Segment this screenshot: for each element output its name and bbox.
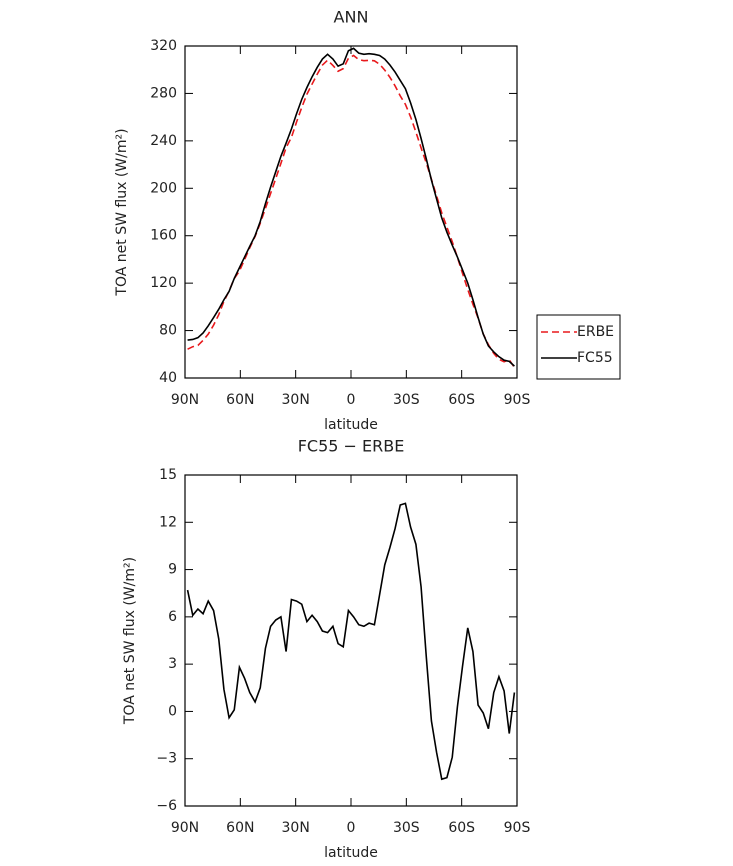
x-tick-label: 0 (347, 820, 356, 836)
legend-label: ERBE (577, 324, 614, 340)
y-tick-label: 280 (150, 85, 177, 101)
y-tick-label: 15 (159, 467, 177, 483)
y-tick-label: 3 (168, 656, 177, 672)
x-tick-label: 30N (282, 820, 310, 836)
chart-title: FC55 − ERBE (298, 437, 405, 456)
y-axis-label: TOA net SW flux (W/m²) (122, 557, 138, 725)
x-tick-label: 60N (226, 392, 254, 408)
plot-frame (184, 474, 518, 807)
x-tick-label: 90N (171, 820, 199, 836)
y-axis-label: TOA net SW flux (W/m²) (114, 128, 130, 296)
x-tick-label: 90S (504, 820, 531, 836)
y-tick-label: 160 (150, 228, 177, 244)
legend-label: FC55 (577, 350, 613, 366)
x-tick-label: 90S (504, 392, 531, 408)
y-tick-label: 6 (168, 609, 177, 625)
y-tick-label: 320 (150, 38, 177, 54)
y-tick-label: 40 (159, 370, 177, 386)
y-tick-label: 12 (159, 514, 177, 530)
legend-box (536, 314, 621, 380)
y-tick-label: 0 (168, 703, 177, 719)
plot-frame (184, 45, 518, 379)
x-tick-label: 30N (282, 392, 310, 408)
data-line (186, 502, 516, 781)
x-tick-label: 30S (393, 392, 420, 408)
series-line (187, 54, 516, 369)
y-tick-label: 240 (150, 133, 177, 149)
y-tick-label: −6 (156, 798, 177, 814)
x-tick-label: 0 (347, 392, 356, 408)
x-axis-label: latitude (324, 845, 378, 861)
y-tick-label: 9 (168, 562, 177, 578)
x-tick-label: 90N (171, 392, 199, 408)
x-tick-label: 60S (448, 820, 475, 836)
series-line (187, 47, 515, 367)
y-tick-label: −3 (156, 751, 177, 767)
x-axis-label: latitude (324, 417, 378, 433)
y-tick-label: 80 (159, 323, 177, 339)
chart-title: ANN (334, 8, 369, 27)
x-tick-label: 30S (393, 820, 420, 836)
x-tick-label: 60N (226, 820, 254, 836)
x-tick-label: 60S (448, 392, 475, 408)
y-tick-label: 120 (150, 275, 177, 291)
y-tick-label: 200 (150, 180, 177, 196)
